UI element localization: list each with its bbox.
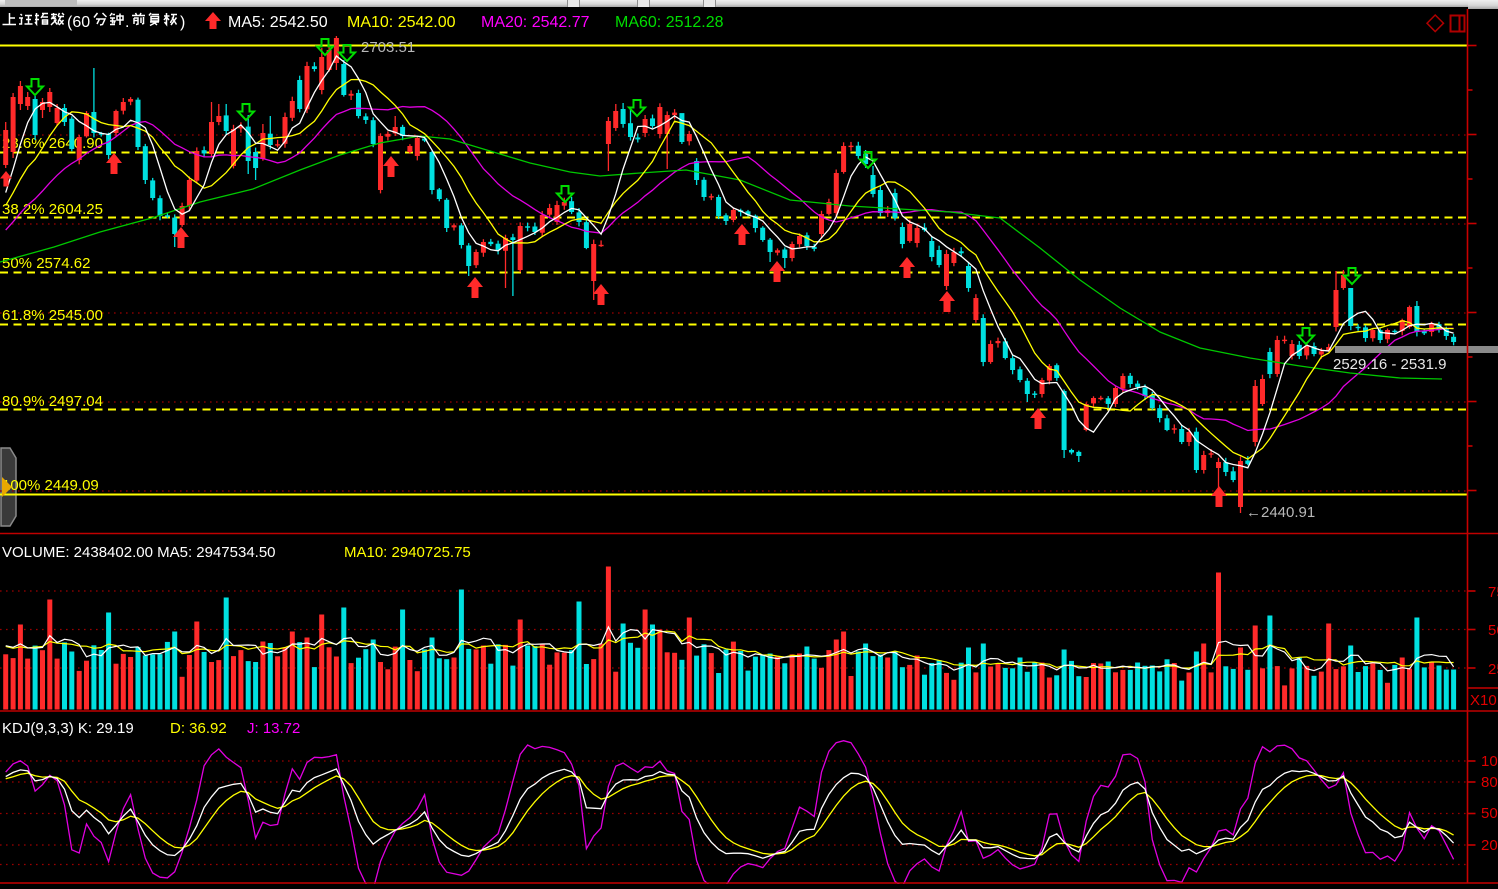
svg-text:80: 80 — [1481, 774, 1498, 791]
svg-text:75: 75 — [1488, 584, 1498, 601]
svg-text:20: 20 — [1481, 837, 1498, 854]
svg-text:80.9% 2497.04: 80.9% 2497.04 — [2, 393, 103, 410]
svg-text:23.6% 2640.90: 23.6% 2640.90 — [2, 135, 103, 152]
svg-text:MA10: 2940725.75: MA10: 2940725.75 — [344, 544, 471, 561]
svg-text:): ) — [180, 14, 185, 31]
svg-text:100% 2449.09: 100% 2449.09 — [2, 477, 99, 494]
svg-text:50% 2574.62: 50% 2574.62 — [2, 255, 90, 272]
svg-text:38.2% 2604.25: 38.2% 2604.25 — [2, 201, 103, 218]
svg-text:25: 25 — [1488, 661, 1498, 678]
svg-text:←2440.91: ←2440.91 — [1246, 504, 1315, 521]
svg-text:2529.16 - 2531.9: 2529.16 - 2531.9 — [1333, 356, 1446, 373]
svg-text:D: 36.92: D: 36.92 — [170, 720, 227, 737]
svg-text:VOLUME: 2438402.00 MA5: 29475: VOLUME: 2438402.00 MA5: 2947534.50 — [2, 544, 276, 561]
svg-text:J: 13.72: J: 13.72 — [247, 720, 300, 737]
svg-text:.: . — [125, 14, 129, 31]
svg-text:MA10: 2542.00: MA10: 2542.00 — [347, 14, 456, 31]
svg-text:X10: X10 — [1470, 692, 1497, 709]
svg-text:50: 50 — [1488, 622, 1498, 639]
svg-text:MA5: 2542.50: MA5: 2542.50 — [228, 14, 328, 31]
svg-text:MA20: 2542.77: MA20: 2542.77 — [481, 14, 590, 31]
svg-text:(60: (60 — [67, 14, 90, 31]
svg-text:MA60: 2512.28: MA60: 2512.28 — [615, 14, 724, 31]
svg-text:50: 50 — [1481, 805, 1498, 822]
svg-text:61.8% 2545.00: 61.8% 2545.00 — [2, 307, 103, 324]
svg-text:100: 100 — [1481, 753, 1498, 770]
svg-text:KDJ(9,3,3) K: 29.19: KDJ(9,3,3) K: 29.19 — [2, 720, 134, 737]
svg-text:2703.51: 2703.51 — [361, 39, 415, 56]
